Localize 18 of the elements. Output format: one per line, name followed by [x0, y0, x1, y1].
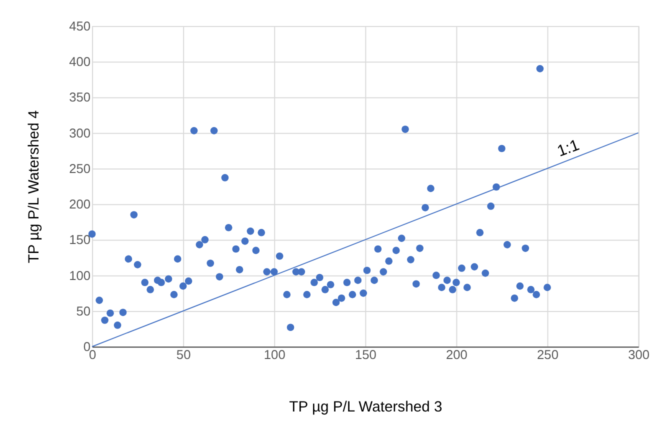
- y-tick-label: 50: [76, 303, 91, 318]
- x-tick-label: 200: [446, 346, 468, 362]
- x-tick-label: 50: [176, 346, 191, 362]
- x-tick-label: 250: [537, 346, 559, 362]
- x-tick-label: 100: [264, 346, 286, 362]
- y-tick-label: 300: [69, 125, 91, 140]
- y-tick-label: 100: [69, 268, 91, 283]
- y-tick-label: 200: [69, 196, 91, 212]
- y-axis-title: TP µg P/L Watershed 4: [26, 110, 42, 264]
- y-tick-label: 150: [69, 232, 91, 248]
- x-axis-title: TP µg P/L Watershed 3: [289, 399, 442, 416]
- y-tick-label: 450: [69, 18, 91, 34]
- x-tick-label: 150: [354, 346, 376, 362]
- y-tick-label: 350: [69, 90, 91, 105]
- y-tick-label: 400: [69, 54, 91, 70]
- y-tick-label: 250: [69, 160, 91, 176]
- x-tick-label: 300: [628, 346, 650, 362]
- annotation: 1:1: [555, 136, 582, 160]
